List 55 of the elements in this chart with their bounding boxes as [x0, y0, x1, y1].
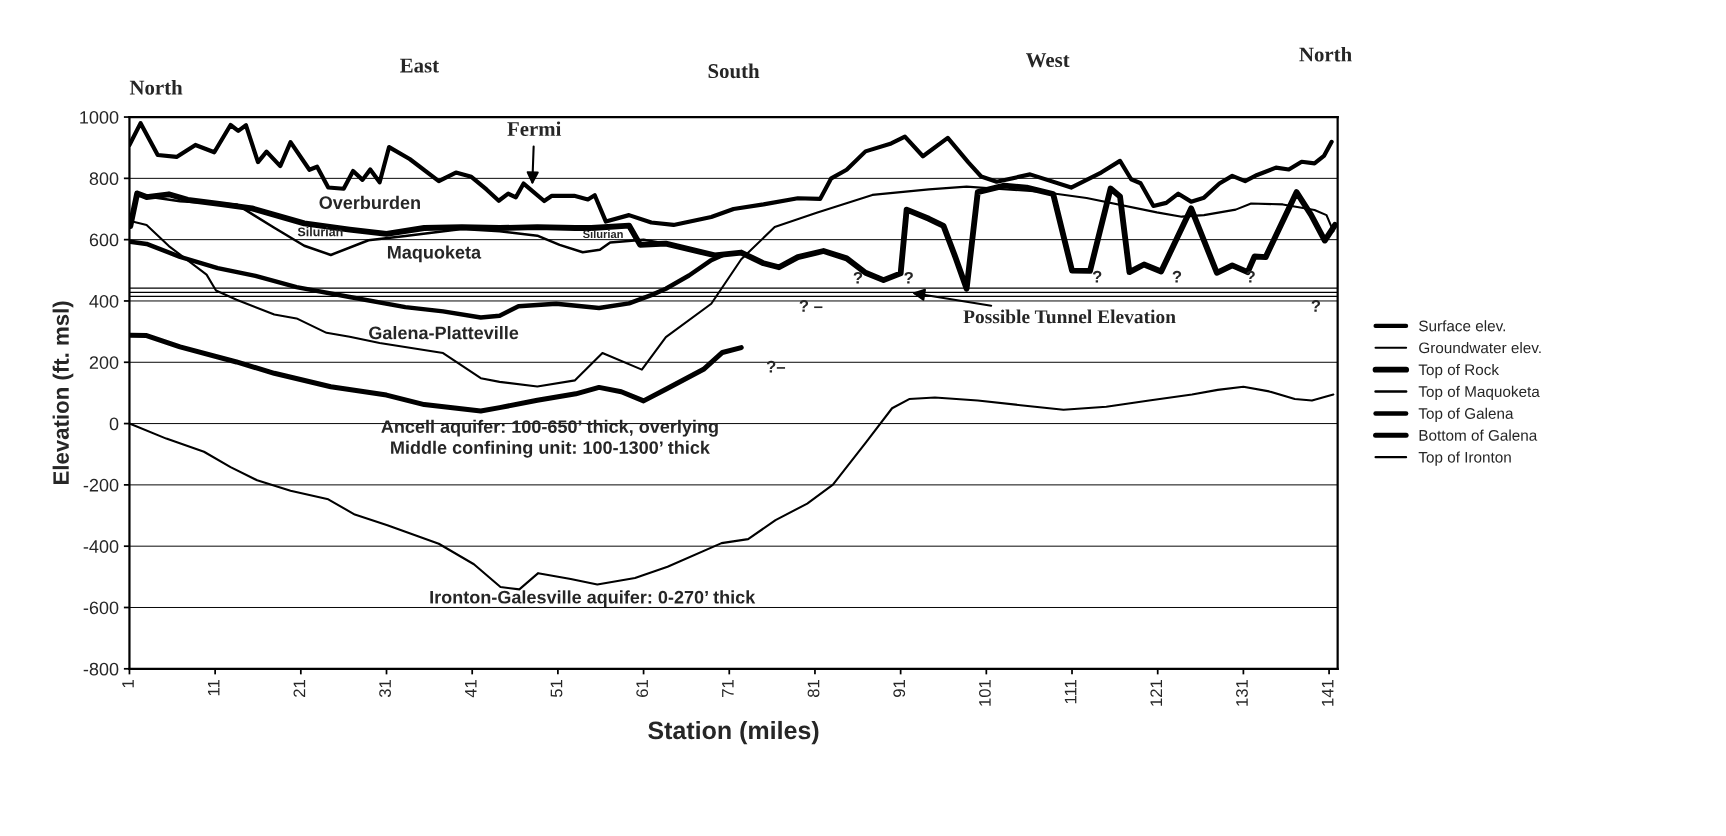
legend-label: Groundwater elev. — [1419, 342, 1541, 354]
annotation: Maquoketa — [387, 245, 482, 263]
x-tick-label: 131 — [1236, 680, 1248, 706]
y-tick-label: 400 — [89, 294, 119, 308]
x-tick-label: 11 — [207, 680, 220, 696]
annotation: ? — [1246, 270, 1255, 283]
x-tick-label: 111 — [1064, 680, 1077, 704]
legend-label: Top of Galena — [1418, 407, 1514, 422]
x-tick-label: 141 — [1321, 680, 1334, 706]
text: East — [400, 58, 439, 73]
legend-label: Top of Ironton — [1418, 451, 1511, 466]
annotation: Middle confining unit: 100-1300’ thick — [391, 440, 710, 458]
y-tick-label: -600 — [83, 601, 119, 615]
x-tick-label: 71 — [722, 680, 734, 697]
annotation: Galena-Platteville — [369, 326, 519, 340]
y-tick-label: -200 — [83, 478, 119, 492]
annotation: ? — [1172, 270, 1182, 283]
annotation: Possible Tunnel Elevation — [963, 309, 1176, 324]
y-tick-label: -800 — [83, 662, 119, 676]
x-tick-label: 21 — [293, 680, 306, 697]
x-tick-label: 101 — [979, 680, 991, 706]
annotation: Overburden — [319, 195, 420, 210]
annotation: Ironton-Galesville aquifer: 0-270’ thick — [430, 590, 756, 608]
annotation: ? – — [799, 300, 823, 312]
y-tick-label: 1000 — [80, 110, 119, 124]
x-tick-label: 51 — [550, 680, 563, 698]
annotation: ? — [1311, 300, 1321, 312]
text: West — [1025, 53, 1070, 68]
y-tick-label: -400 — [83, 540, 119, 553]
x-tick-label: 61 — [636, 680, 649, 697]
legend-label: Bottom of Galena — [1419, 429, 1538, 441]
text: North — [129, 80, 183, 95]
y-axis-title: Elevation (ft. msl) — [52, 301, 74, 485]
legend-label: Top of Maquoketa — [1418, 385, 1540, 401]
text: South — [708, 63, 760, 79]
x-tick-label: 81 — [807, 680, 820, 698]
annotation: ? — [904, 271, 913, 284]
x-tick-label: 1 — [122, 680, 134, 688]
annotation: Fermi — [507, 121, 562, 137]
x-tick-label: 91 — [893, 680, 906, 697]
y-tick-label: 200 — [89, 356, 119, 369]
y-tick-label: 0 — [109, 417, 119, 431]
legend-label: Surface elev. — [1419, 320, 1505, 332]
x-tick-label: 121 — [1150, 680, 1163, 706]
x-axis-title: Station (miles) — [648, 720, 819, 745]
x-tick-label: 41 — [465, 680, 477, 698]
legend-label: Top of Rock — [1418, 363, 1500, 379]
x-tick-label: 31 — [379, 680, 391, 698]
annotation: ?– — [766, 360, 786, 373]
annotation: ? — [1092, 270, 1102, 283]
text: North — [1299, 46, 1352, 62]
annotation: Silurian — [583, 229, 623, 239]
y-tick-label: 800 — [89, 172, 119, 186]
y-tick-label: 600 — [89, 233, 119, 247]
annotation: ? — [853, 271, 863, 284]
